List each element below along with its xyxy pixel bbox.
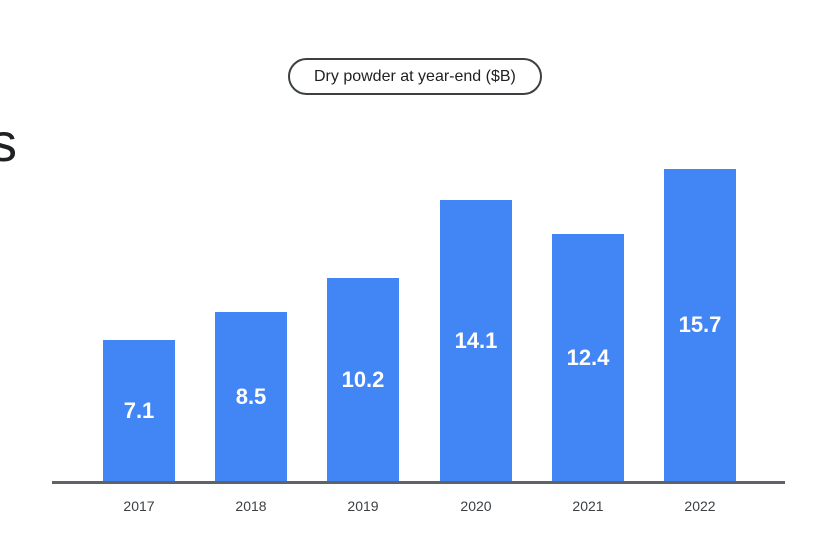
x-axis-label-2018: 2018: [235, 498, 267, 514]
bar-2019: 10.2: [327, 278, 399, 481]
clipped-heading-fragment: s: [0, 113, 17, 173]
bar-2022: 15.7: [664, 169, 736, 481]
chart-title-pill: Dry powder at year-end ($B): [288, 58, 542, 95]
x-axis-line: [52, 481, 785, 484]
bar-value-label: 12.4: [566, 344, 610, 370]
bar-value-label: 10.2: [341, 366, 385, 392]
x-axis-label-2019: 2019: [347, 498, 379, 514]
x-axis-label-2022: 2022: [684, 498, 716, 514]
bar-value-label: 14.1: [454, 327, 498, 353]
bar-value-label: 8.5: [235, 383, 267, 409]
x-axis-label-2017: 2017: [123, 498, 155, 514]
bar-value-label: 15.7: [678, 312, 722, 337]
bar-2021: 12.4: [552, 234, 624, 481]
bar-value-label: 7.1: [123, 397, 155, 423]
x-axis-label-2021: 2021: [572, 498, 604, 514]
x-axis-label-2020: 2020: [460, 498, 492, 514]
bar-2020: 14.1: [440, 200, 512, 481]
bar-2018: 8.5: [215, 312, 287, 481]
bar-2017: 7.1: [103, 340, 175, 481]
chart-title: Dry powder at year-end ($B): [314, 67, 516, 85]
